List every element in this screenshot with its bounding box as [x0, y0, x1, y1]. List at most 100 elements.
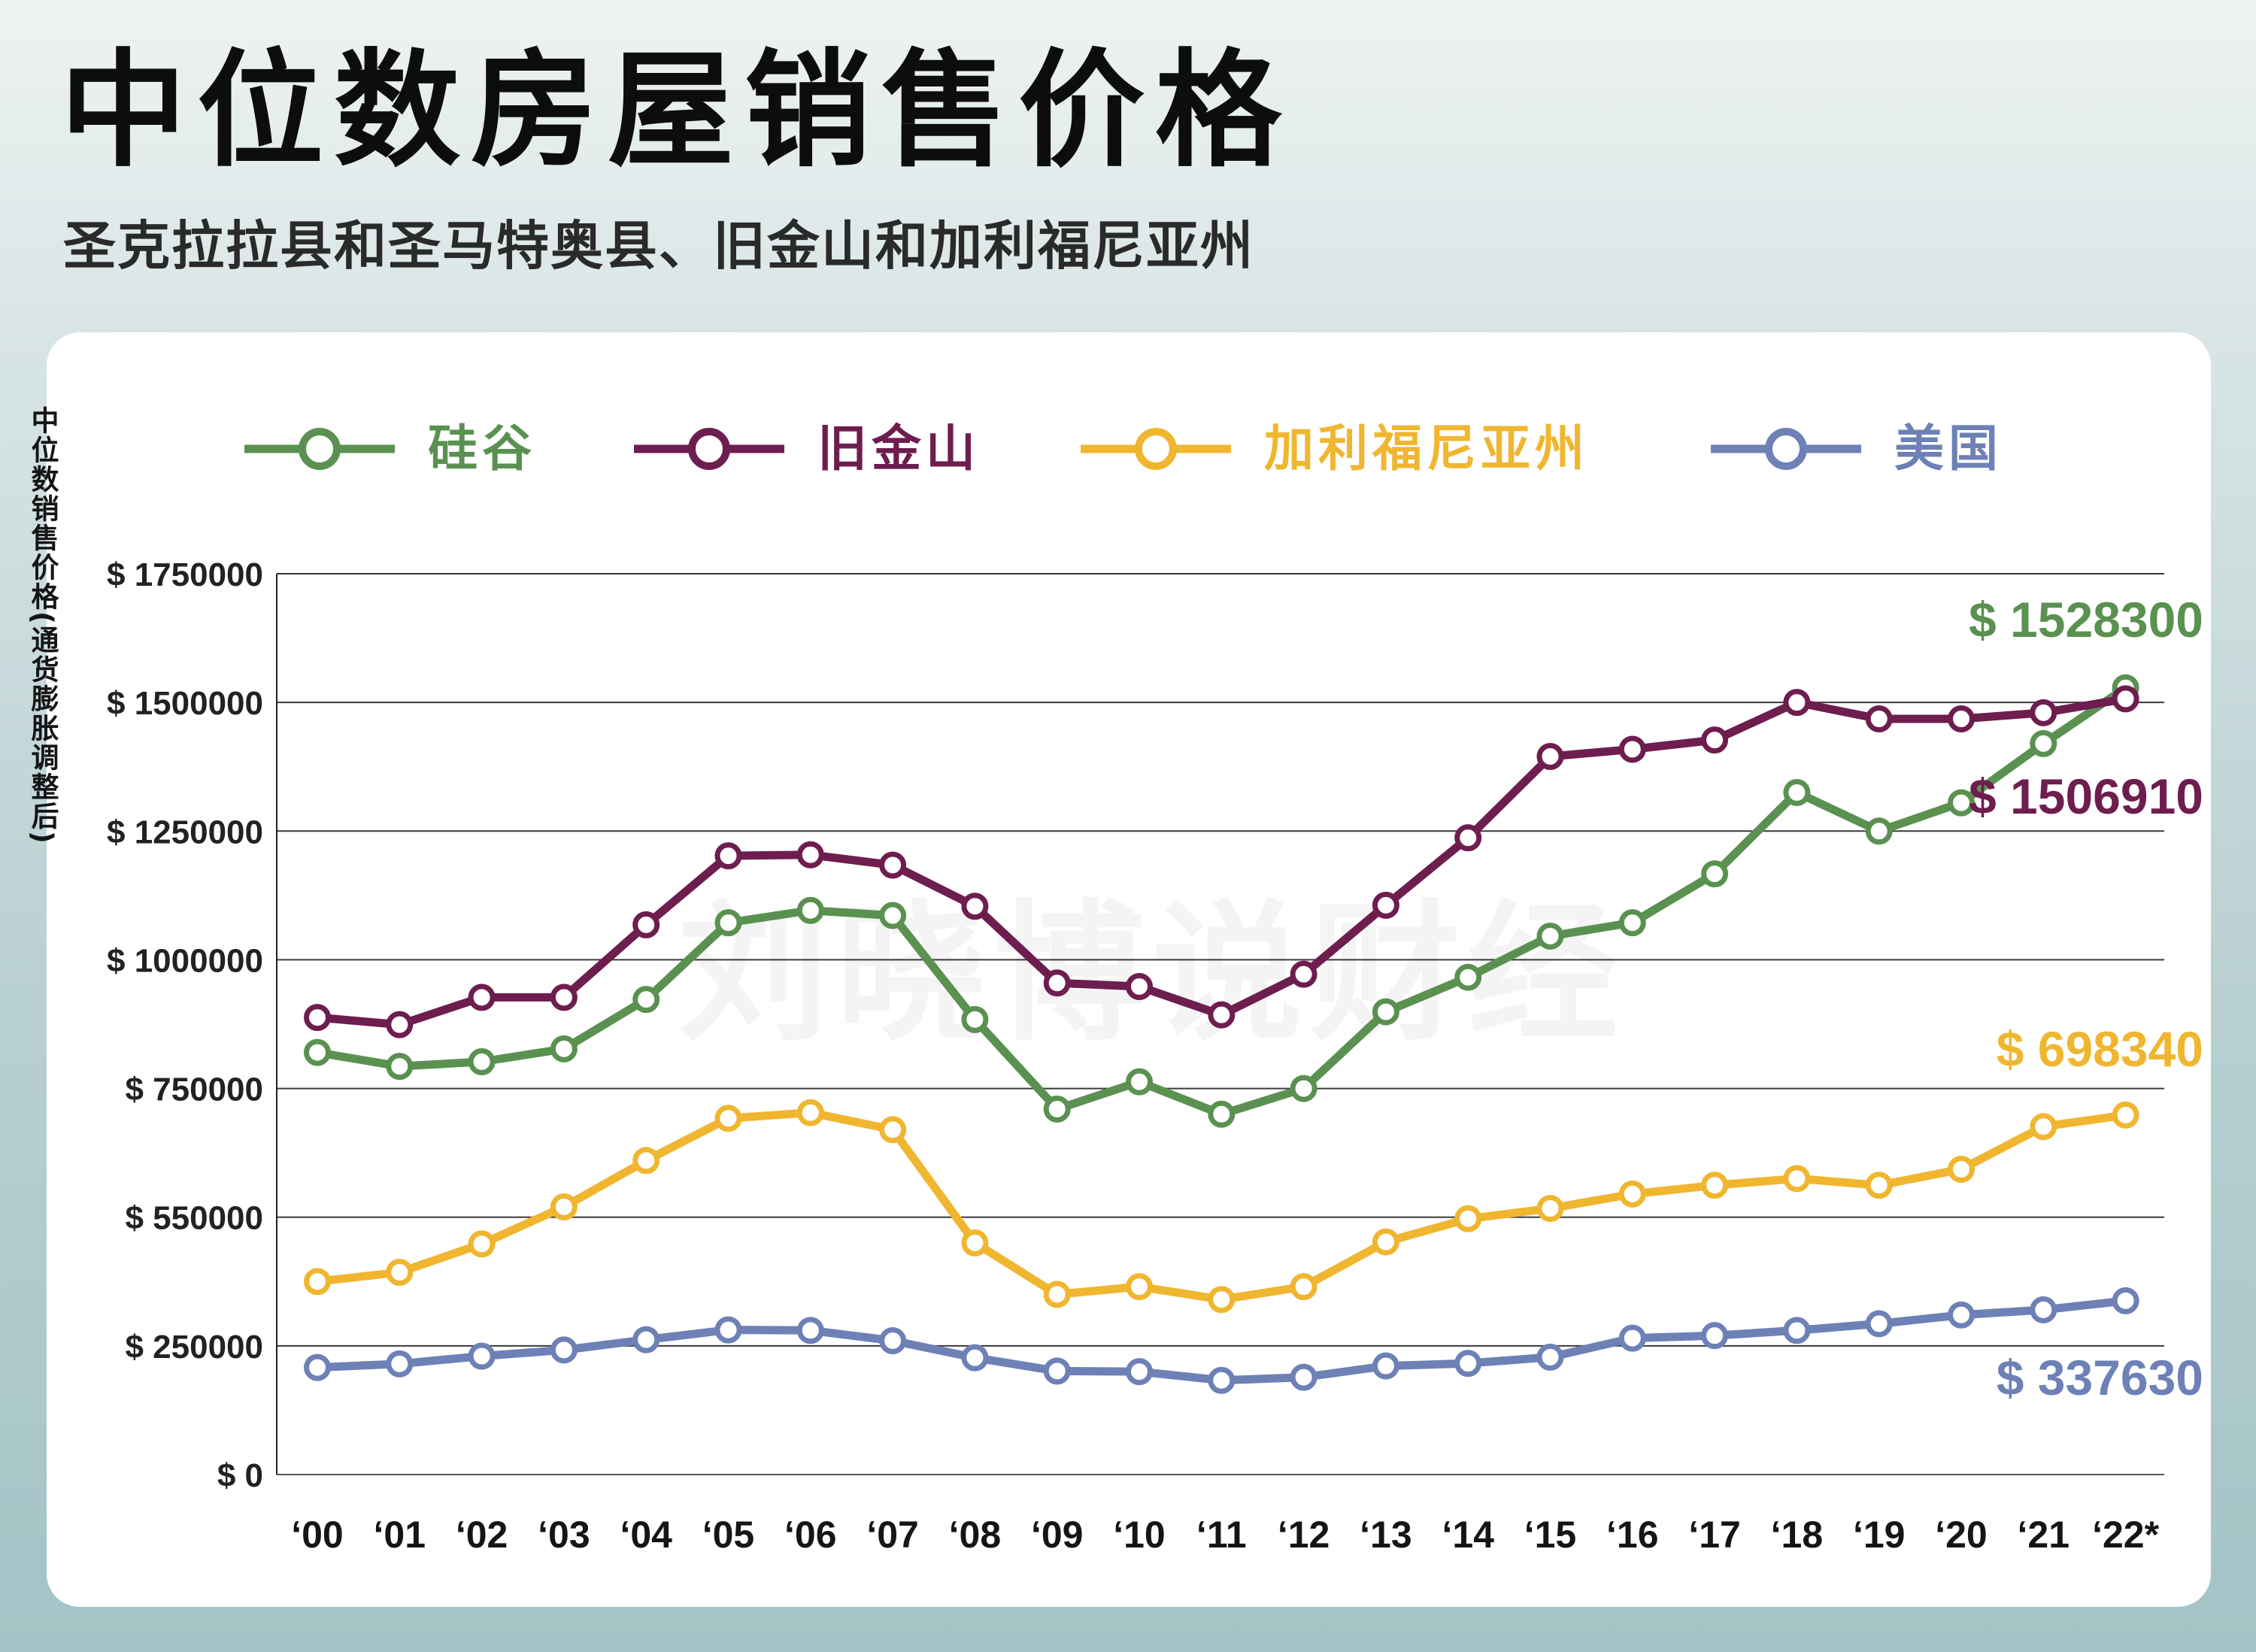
end-value-label: $ 337630 [1997, 1350, 2203, 1405]
data-point [1043, 1357, 1071, 1385]
data-point [304, 1353, 331, 1381]
data-point [1126, 1358, 1153, 1386]
data-point [1454, 824, 1482, 852]
data-point [1701, 1322, 1729, 1350]
x-tick-label: ‘05 [702, 1514, 755, 1556]
x-tick-label: ‘03 [538, 1514, 590, 1556]
legend-item-united-states[interactable]: 美国 [1711, 415, 2003, 483]
legend-item-silicon-valley[interactable]: 硅谷 [244, 415, 536, 483]
x-tick-label: ‘18 [1771, 1514, 1824, 1556]
x-tick-label: ‘12 [1278, 1514, 1330, 1556]
data-point [550, 1336, 578, 1364]
data-point [2112, 1101, 2139, 1129]
legend-label: 美国 [1894, 420, 2003, 477]
data-point [1701, 1172, 1729, 1199]
data-point [714, 1105, 742, 1132]
data-point [2030, 1113, 2057, 1141]
x-tick-label: ‘07 [866, 1514, 919, 1556]
data-point [1536, 922, 1564, 950]
x-tick-label: ‘04 [620, 1514, 672, 1556]
series-line [313, 684, 2130, 1119]
data-point [550, 1035, 578, 1062]
legend-item-california[interactable]: 加利福尼亚州 [1081, 415, 1589, 483]
x-tick-label: ‘15 [1524, 1514, 1577, 1556]
data-point [796, 1317, 824, 1344]
data-point [468, 1342, 496, 1370]
x-tick-label: ‘13 [1360, 1514, 1412, 1556]
series-3 [304, 1287, 2139, 1394]
data-point [796, 1099, 824, 1126]
data-point [1783, 689, 1811, 717]
y-tick-label: $ 750000 [125, 1072, 263, 1108]
data-point [879, 1116, 907, 1144]
data-point [1043, 969, 1071, 997]
x-tick-label: ‘10 [1113, 1514, 1166, 1556]
data-point [1208, 1100, 1236, 1128]
end-value-label: $ 698340 [1997, 1021, 2203, 1077]
data-point [714, 1316, 742, 1344]
data-point [1126, 1273, 1153, 1301]
x-tick-label: ‘17 [1688, 1514, 1741, 1556]
data-point [2030, 729, 2057, 757]
data-point [1618, 735, 1646, 763]
data-point [550, 1193, 578, 1221]
y-tick-label: $ 1750000 [107, 556, 263, 593]
data-point [1865, 1172, 1893, 1199]
data-point [961, 1344, 989, 1372]
legend-marker-icon [1711, 428, 1861, 470]
x-tick-label: ‘14 [1442, 1514, 1494, 1556]
data-point [304, 1038, 331, 1066]
data-point [796, 896, 824, 924]
end-value-label: $ 1528300 [1969, 592, 2203, 647]
x-tick-label: ‘20 [1935, 1514, 1988, 1556]
data-point [632, 986, 660, 1014]
data-point [1208, 1286, 1236, 1314]
data-point [1948, 1301, 1975, 1329]
data-point [1948, 705, 1975, 733]
data-point [879, 902, 907, 929]
data-point [1948, 1156, 1975, 1184]
x-tick-label: ‘21 [2018, 1514, 2070, 1556]
x-tick-label: ‘08 [949, 1514, 1002, 1556]
x-tick-label: ‘01 [374, 1514, 426, 1556]
data-point [1948, 789, 1975, 817]
data-point [1043, 1281, 1071, 1308]
series-line [313, 1108, 2130, 1304]
chart-legend: 硅谷 旧金山 加利福尼亚州 美国 [47, 332, 2211, 528]
data-point [1372, 891, 1399, 919]
data-point [1536, 743, 1564, 771]
data-point [1865, 705, 1893, 733]
data-point [961, 1229, 989, 1256]
data-point [1126, 1068, 1153, 1096]
x-tick-label: ‘06 [784, 1514, 837, 1556]
data-point [1865, 1310, 1893, 1338]
legend-label: 旧金山 [817, 420, 980, 477]
data-point [468, 984, 496, 1011]
x-tick-label: ‘16 [1606, 1514, 1659, 1556]
data-point [879, 851, 907, 879]
data-point [1372, 1228, 1399, 1256]
y-tick-label: $ 250000 [125, 1329, 263, 1366]
data-point [386, 1011, 414, 1038]
data-point [1372, 998, 1399, 1026]
data-point [961, 1005, 989, 1033]
data-point [468, 1047, 496, 1075]
x-tick-label: ‘00 [291, 1514, 344, 1556]
data-point [386, 1350, 414, 1378]
legend-marker-icon [634, 428, 784, 470]
data-point [632, 1147, 660, 1175]
data-point [1454, 963, 1482, 991]
x-tick-label: ‘09 [1031, 1514, 1084, 1556]
end-value-label: $ 1506910 [1969, 768, 2203, 824]
data-point [1618, 1324, 1646, 1352]
data-point [1536, 1195, 1564, 1223]
data-point [1290, 960, 1318, 988]
data-point [1701, 726, 1729, 754]
legend-label: 硅谷 [428, 420, 536, 477]
data-point [1043, 1095, 1071, 1123]
legend-item-san-francisco[interactable]: 旧金山 [634, 415, 980, 483]
x-tick-label: ‘11 [1196, 1514, 1247, 1556]
data-point [2112, 1287, 2139, 1314]
y-tick-label: $ 0 [217, 1457, 263, 1494]
